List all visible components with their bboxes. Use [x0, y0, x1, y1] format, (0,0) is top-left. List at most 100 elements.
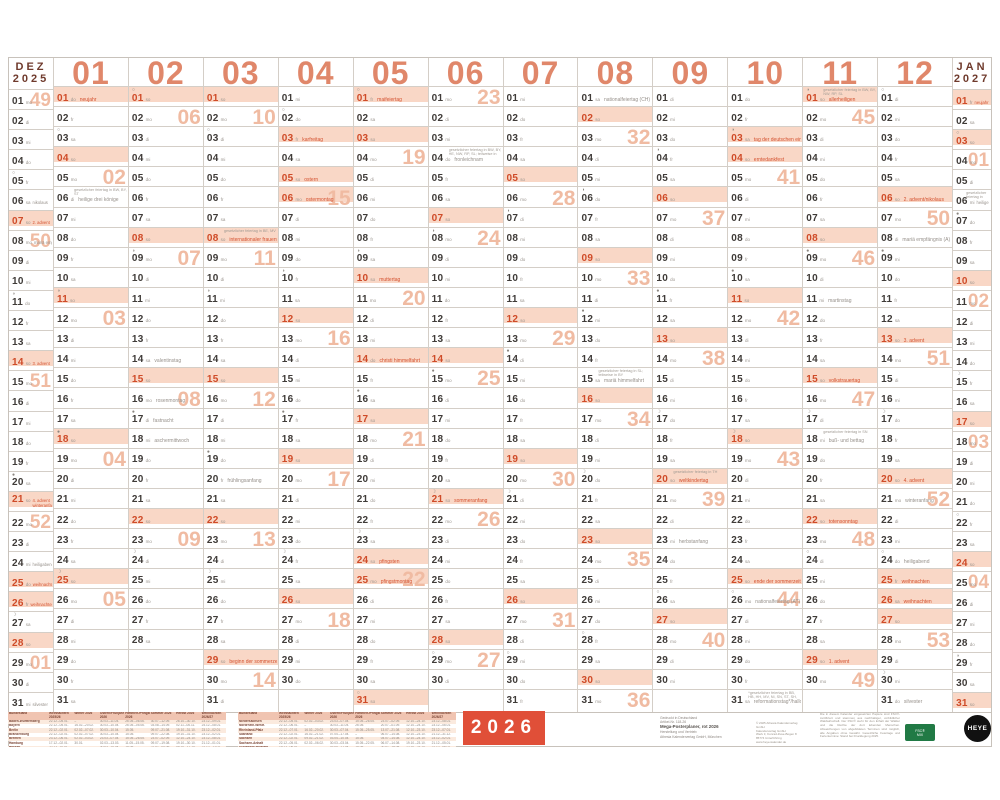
- day-row: 14 mi: [731, 354, 801, 365]
- day-row: 13 so: [656, 334, 726, 345]
- weekday-label: so: [370, 699, 376, 705]
- weekday-label: sa: [70, 277, 76, 283]
- weekday-label: sa: [520, 438, 526, 444]
- day-cell: 25 di: [578, 568, 653, 588]
- day-row: 24 fr: [507, 555, 577, 566]
- week-number: 19: [402, 146, 426, 170]
- day-cell: 14 30 mo: [203, 668, 278, 692]
- weekday-label: fr: [295, 136, 299, 142]
- day-row: 23 so: [581, 535, 651, 546]
- day-number: 18: [356, 434, 369, 446]
- holiday-region-note: *gesetzlicher feiertag in BB, HB, HH, MV…: [748, 690, 797, 699]
- day-cell: 30 sa: [953, 671, 992, 692]
- day-cell: ○ 05 fr: [9, 169, 53, 189]
- day-row: 05 fr: [12, 176, 52, 187]
- day-number: 20: [12, 477, 24, 489]
- day-row: 28 mi: [57, 635, 127, 646]
- day-number: 01: [656, 92, 669, 104]
- day-row: 19 so: [282, 454, 352, 465]
- weekday-label: mi: [295, 96, 301, 102]
- day-row: 01 sa nationalfeiertag (CH): [581, 93, 651, 104]
- day-cell: 32 03 mo: [578, 126, 653, 148]
- week-number: 30: [552, 467, 576, 491]
- day-cell: 08 di: [653, 226, 728, 247]
- week-number: 49: [851, 668, 876, 692]
- day-number: 17: [57, 414, 69, 426]
- ferien-date-cell: 16.02.–21.02.: [304, 732, 324, 737]
- day-row: 07 do: [956, 216, 990, 227]
- weekday-label: di: [520, 357, 524, 363]
- day-row: 10 fr: [282, 273, 352, 284]
- day-row: 16 fr: [731, 394, 801, 405]
- day-number: 28: [131, 635, 144, 647]
- week-number: 15: [327, 186, 351, 210]
- day-number: 16: [281, 394, 294, 405]
- moon-phase-icon: ☽: [281, 549, 287, 556]
- day-cell: 09 sa: [953, 249, 992, 270]
- day-cell: 23 fr: [728, 528, 803, 548]
- day-cell: 09 di: [428, 246, 503, 267]
- day-number: 08: [206, 233, 219, 245]
- day-cell: 25 do: [428, 568, 503, 588]
- day-cell: 08 mi: [278, 226, 353, 247]
- day-number: 21: [956, 497, 968, 509]
- day-row: 25 so: [57, 575, 127, 586]
- day-number: 14: [806, 353, 818, 365]
- day-cell: 23 01 mo: [428, 86, 503, 108]
- day-cell: 41 05 mo: [728, 166, 803, 188]
- moon-phase-icon: ●: [281, 408, 285, 415]
- day-number: 16: [57, 394, 69, 405]
- week-number: 09: [177, 528, 201, 552]
- day-cell: 18 sa: [278, 427, 353, 448]
- day-cell: 22 do: [728, 507, 803, 528]
- day-number: 19: [12, 457, 24, 469]
- day-number: 26: [881, 594, 893, 606]
- day-number: 26: [956, 597, 968, 609]
- day-cell: ◑ 04 fr: [653, 146, 728, 166]
- day-row: 04 do fronleichnam: [432, 153, 502, 164]
- day-cell: 08 sa: [578, 226, 653, 247]
- day-cell: 13 so: [653, 327, 728, 348]
- day-cell: 25 so ende der sommerzeit: [728, 568, 803, 589]
- day-number: 05: [956, 175, 968, 187]
- day-cell: 07 so 2. advent: [9, 209, 53, 230]
- day-cell: 18 mi: [203, 427, 278, 448]
- weekday-label: di: [145, 558, 150, 564]
- weekday-label: sa: [969, 682, 975, 688]
- month-number: 05: [371, 55, 410, 91]
- day-number: 20: [131, 474, 144, 486]
- day-cell: 30 di: [428, 668, 503, 689]
- day-number: 16: [356, 394, 369, 405]
- month-column: DEZ 2025 49 01 mo 02 di 03 mi 04 do ○ 05 fr 06 sa nikola…: [9, 58, 53, 712]
- day-cell: 07 mi: [728, 206, 803, 227]
- day-row: 07 di: [507, 213, 577, 224]
- day-number: 10: [206, 273, 219, 285]
- day-number: 06: [57, 193, 69, 205]
- day-cell: 36 31 mo: [578, 688, 653, 711]
- day-row: 03 fr karfreitag: [282, 133, 352, 144]
- day-cell: 10 so: [953, 269, 992, 290]
- day-number: 17: [731, 414, 744, 426]
- day-cell: 30 di: [9, 671, 53, 692]
- weekday-label: fr: [445, 598, 449, 604]
- week-number: 14: [252, 668, 276, 692]
- day-cell: 11 mi: [128, 286, 203, 307]
- day-row: 23 di: [12, 538, 52, 549]
- day-row: 14 do: [956, 357, 990, 368]
- weekday-label: mo: [295, 197, 302, 203]
- day-cell: 21 fr: [578, 487, 653, 508]
- weekday-label: mo: [670, 357, 677, 363]
- weekday-label: mo: [745, 458, 752, 464]
- day-row: 08 so: [806, 233, 876, 244]
- day-row: 22 do: [57, 515, 127, 526]
- day-row: 24 mi heiligabend: [12, 558, 52, 569]
- day-row: 10 di: [132, 273, 202, 284]
- day-row: 07 sa: [132, 213, 202, 224]
- day-row: 07 so 2. advent: [12, 216, 52, 227]
- day-row: 29 so 1. advent: [806, 655, 876, 666]
- weekday-label: di: [745, 337, 749, 343]
- day-cell: 18 fr: [653, 427, 728, 448]
- day-row: 28 di: [282, 635, 352, 646]
- day-number: 07: [281, 213, 294, 225]
- day-row: 19 sa: [656, 454, 726, 465]
